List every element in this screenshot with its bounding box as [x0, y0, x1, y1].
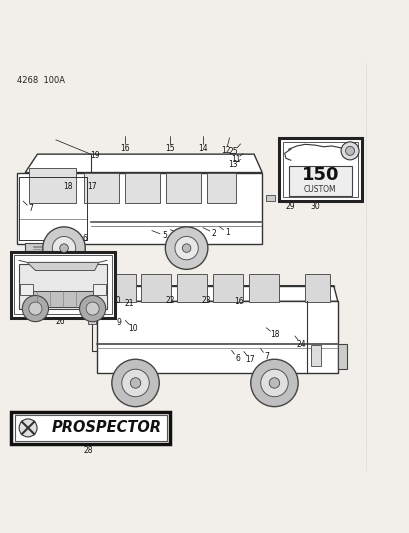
Text: 13: 13	[227, 160, 237, 169]
Text: 2: 2	[211, 229, 216, 238]
Bar	[14, 255, 112, 314]
Bar	[105, 274, 135, 302]
Circle shape	[22, 295, 48, 321]
Text: 16: 16	[234, 297, 243, 306]
Text: 28: 28	[83, 446, 93, 455]
Bar	[84, 173, 119, 203]
Circle shape	[345, 147, 354, 155]
Bar	[278, 138, 362, 201]
Text: 17: 17	[87, 182, 97, 191]
Circle shape	[175, 237, 198, 260]
Bar	[337, 344, 346, 369]
Bar	[11, 411, 170, 444]
Text: 21: 21	[124, 298, 133, 308]
Circle shape	[19, 419, 37, 437]
Circle shape	[269, 378, 279, 388]
Bar	[212, 274, 243, 302]
Text: PROSPECTOR: PROSPECTOR	[52, 421, 161, 435]
Bar	[282, 142, 357, 197]
Text: 8: 8	[96, 313, 101, 322]
Circle shape	[86, 302, 99, 315]
Text: 17: 17	[245, 355, 254, 364]
Bar	[19, 264, 107, 309]
Circle shape	[121, 369, 149, 397]
Text: 10: 10	[128, 324, 138, 333]
Bar	[92, 285, 106, 295]
Circle shape	[79, 295, 106, 321]
Text: 22: 22	[165, 296, 175, 305]
Bar	[288, 166, 351, 196]
Text: 29: 29	[285, 201, 295, 211]
Text: 19: 19	[90, 151, 100, 160]
Polygon shape	[27, 262, 99, 271]
Bar	[29, 168, 76, 203]
Circle shape	[260, 369, 288, 397]
Text: 7: 7	[28, 204, 33, 213]
Text: 5: 5	[162, 231, 166, 240]
Circle shape	[340, 142, 358, 160]
Bar	[176, 274, 207, 302]
Text: 15: 15	[165, 144, 175, 154]
Text: 24: 24	[296, 340, 306, 349]
Text: 25: 25	[228, 147, 238, 156]
Text: 30: 30	[310, 201, 319, 211]
Bar	[141, 274, 171, 302]
Text: 9: 9	[117, 318, 121, 327]
Circle shape	[60, 244, 68, 252]
Text: 26: 26	[55, 317, 65, 326]
Text: 11: 11	[231, 155, 240, 164]
Text: 20: 20	[112, 296, 121, 305]
Text: 6: 6	[83, 234, 87, 243]
Circle shape	[130, 378, 140, 388]
Polygon shape	[97, 286, 337, 301]
Circle shape	[43, 227, 85, 269]
Circle shape	[29, 302, 42, 315]
Bar	[248, 274, 279, 302]
Text: 4: 4	[180, 230, 185, 239]
Circle shape	[250, 359, 297, 407]
Text: 16: 16	[120, 144, 130, 154]
Bar	[97, 301, 337, 373]
Bar	[166, 173, 200, 203]
Text: 4268  100A: 4268 100A	[17, 77, 65, 85]
Bar	[304, 274, 329, 302]
Circle shape	[165, 227, 207, 269]
Text: 14: 14	[198, 144, 207, 154]
Bar	[207, 173, 235, 203]
Bar	[125, 173, 160, 203]
Text: 7: 7	[264, 352, 269, 361]
Bar	[25, 243, 82, 252]
Text: 1: 1	[224, 228, 229, 237]
Text: 3: 3	[192, 231, 196, 240]
Polygon shape	[25, 154, 262, 173]
Text: 23: 23	[201, 296, 211, 305]
Bar	[33, 291, 92, 308]
Circle shape	[182, 244, 191, 252]
Text: 18: 18	[63, 182, 72, 191]
Bar	[20, 285, 33, 295]
Bar	[15, 415, 166, 441]
Text: CUSTOM: CUSTOM	[303, 185, 336, 194]
Text: 150: 150	[301, 166, 338, 184]
Text: 18: 18	[269, 330, 279, 339]
Text: 6: 6	[234, 354, 239, 363]
Bar	[265, 195, 274, 201]
Bar	[310, 345, 321, 366]
Text: 12: 12	[221, 146, 230, 155]
Bar	[17, 173, 262, 244]
Text: 27: 27	[99, 262, 108, 271]
Circle shape	[112, 359, 159, 407]
Bar	[88, 319, 96, 324]
Bar	[11, 252, 115, 318]
Circle shape	[52, 237, 76, 260]
